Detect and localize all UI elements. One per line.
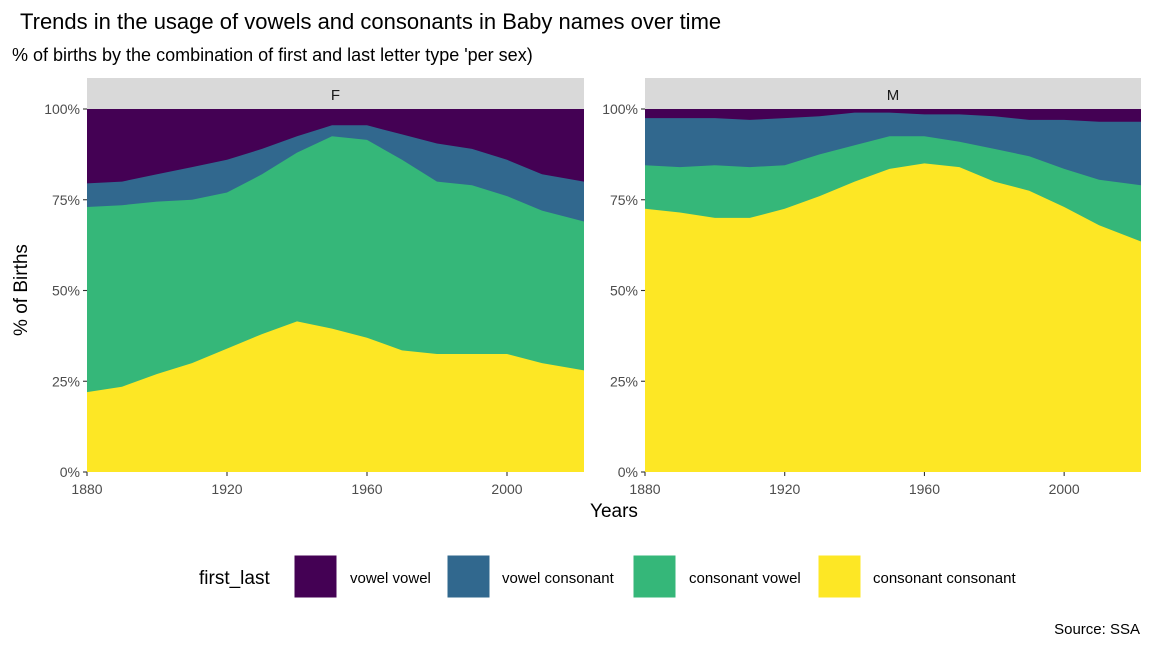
legend-key — [632, 554, 677, 599]
x-tick-label: 1880 — [629, 481, 660, 497]
facet-strip-label: M — [887, 87, 900, 104]
x-tick-label: 2000 — [491, 481, 522, 497]
y-tick-label: 50% — [52, 283, 80, 299]
legend-key — [446, 554, 491, 599]
y-tick-label: 50% — [610, 283, 638, 299]
panels: F 0% 25% 50% 75% 100% 1880 1920 1960 2000 M 0% 25% 50… — [44, 78, 1141, 497]
chart-subtitle: % of births by the combination of first … — [12, 45, 533, 65]
y-tick-label: 75% — [610, 192, 638, 208]
y-tick-label: 75% — [52, 192, 80, 208]
facet-strip — [645, 78, 1141, 109]
legend: first_last vowel vowel vowel consonant con… — [199, 554, 1016, 599]
x-axis-title: Years — [590, 501, 638, 522]
x-tick-label: 2000 — [1049, 481, 1080, 497]
facet-strip-label: F — [331, 87, 340, 104]
caption: Source: SSA — [1054, 621, 1140, 638]
legend-label: consonant vowel — [689, 570, 801, 587]
y-tick-label: 100% — [602, 101, 638, 117]
legend-key — [293, 554, 338, 599]
x-tick-label: 1960 — [351, 481, 382, 497]
area-consonant-consonant — [87, 321, 584, 472]
legend-label: vowel consonant — [502, 570, 615, 587]
y-tick-label: 25% — [52, 373, 80, 389]
chart-title: Trends in the usage of vowels and conson… — [20, 9, 721, 34]
panel-F: F 0% 25% 50% 75% 100% 1880 1920 1960 2000 — [44, 78, 584, 497]
x-tick-label: 1920 — [211, 481, 242, 497]
y-tick-label: 0% — [618, 464, 638, 480]
y-tick-label: 100% — [44, 101, 80, 117]
legend-label: consonant consonant — [873, 570, 1016, 587]
legend-title: first_last — [199, 568, 270, 589]
panel-M: M 0% 25% 50% 75% 100% 1880 1920 1960 2000 — [602, 78, 1141, 497]
y-tick-label: 25% — [610, 373, 638, 389]
x-tick-label: 1880 — [71, 481, 102, 497]
legend-label: vowel vowel — [350, 570, 431, 587]
area-consonant-consonant — [645, 163, 1141, 472]
facet-strip — [87, 78, 584, 109]
x-tick-label: 1920 — [769, 481, 800, 497]
y-axis-title: % of Births — [11, 244, 32, 336]
y-tick-label: 0% — [60, 464, 80, 480]
x-tick-label: 1960 — [909, 481, 940, 497]
legend-key — [817, 554, 862, 599]
